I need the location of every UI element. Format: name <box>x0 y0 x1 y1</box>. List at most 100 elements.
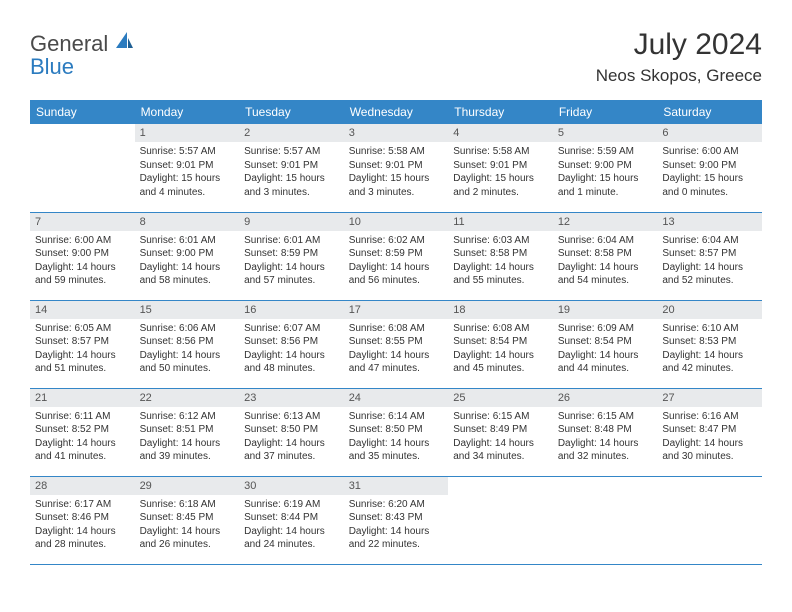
calendar-cell: 24Sunrise: 6:14 AMSunset: 8:50 PMDayligh… <box>344 388 449 476</box>
sunset: Sunset: 9:00 PM <box>140 247 235 261</box>
sunrise: Sunrise: 6:15 AM <box>558 410 653 424</box>
calendar-cell <box>657 476 762 564</box>
sunset: Sunset: 8:45 PM <box>140 511 235 525</box>
day-number: 17 <box>344 301 449 319</box>
weekday-header: Thursday <box>448 100 553 124</box>
sunset: Sunset: 8:57 PM <box>35 335 130 349</box>
day-number: 5 <box>553 124 658 142</box>
weekday-header: Sunday <box>30 100 135 124</box>
day-body: Sunrise: 6:14 AMSunset: 8:50 PMDaylight:… <box>344 407 449 467</box>
calendar-cell: 4Sunrise: 5:58 AMSunset: 9:01 PMDaylight… <box>448 124 553 212</box>
calendar-cell: 11Sunrise: 6:03 AMSunset: 8:58 PMDayligh… <box>448 212 553 300</box>
daylight: Daylight: 15 hours and 1 minute. <box>558 172 653 199</box>
day-number: 20 <box>657 301 762 319</box>
location: Neos Skopos, Greece <box>596 66 762 86</box>
calendar-cell: 14Sunrise: 6:05 AMSunset: 8:57 PMDayligh… <box>30 300 135 388</box>
sunrise: Sunrise: 6:08 AM <box>453 322 548 336</box>
sunrise: Sunrise: 5:57 AM <box>140 145 235 159</box>
daylight: Daylight: 14 hours and 48 minutes. <box>244 349 339 376</box>
sunset: Sunset: 9:01 PM <box>349 159 444 173</box>
day-number: 10 <box>344 213 449 231</box>
daylight: Daylight: 15 hours and 3 minutes. <box>244 172 339 199</box>
sunrise: Sunrise: 6:17 AM <box>35 498 130 512</box>
calendar-cell: 18Sunrise: 6:08 AMSunset: 8:54 PMDayligh… <box>448 300 553 388</box>
day-number <box>657 477 762 495</box>
day-body: Sunrise: 6:09 AMSunset: 8:54 PMDaylight:… <box>553 319 658 379</box>
day-number: 2 <box>239 124 344 142</box>
logo-text-block: General Blue <box>30 28 134 79</box>
daylight: Daylight: 14 hours and 55 minutes. <box>453 261 548 288</box>
sunset: Sunset: 8:57 PM <box>662 247 757 261</box>
day-body: Sunrise: 5:58 AMSunset: 9:01 PMDaylight:… <box>344 142 449 202</box>
day-number: 4 <box>448 124 553 142</box>
day-number: 8 <box>135 213 240 231</box>
day-body: Sunrise: 6:01 AMSunset: 9:00 PMDaylight:… <box>135 231 240 291</box>
calendar-cell: 21Sunrise: 6:11 AMSunset: 8:52 PMDayligh… <box>30 388 135 476</box>
sunset: Sunset: 8:44 PM <box>244 511 339 525</box>
sunset: Sunset: 9:01 PM <box>140 159 235 173</box>
daylight: Daylight: 14 hours and 47 minutes. <box>349 349 444 376</box>
sunrise: Sunrise: 6:00 AM <box>35 234 130 248</box>
day-number: 31 <box>344 477 449 495</box>
sunrise: Sunrise: 6:00 AM <box>662 145 757 159</box>
daylight: Daylight: 14 hours and 39 minutes. <box>140 437 235 464</box>
daylight: Daylight: 14 hours and 51 minutes. <box>35 349 130 376</box>
day-number: 7 <box>30 213 135 231</box>
day-number: 18 <box>448 301 553 319</box>
day-body: Sunrise: 6:08 AMSunset: 8:54 PMDaylight:… <box>448 319 553 379</box>
sunset: Sunset: 8:50 PM <box>244 423 339 437</box>
day-number: 14 <box>30 301 135 319</box>
day-body: Sunrise: 6:07 AMSunset: 8:56 PMDaylight:… <box>239 319 344 379</box>
calendar-cell: 13Sunrise: 6:04 AMSunset: 8:57 PMDayligh… <box>657 212 762 300</box>
sunrise: Sunrise: 6:20 AM <box>349 498 444 512</box>
day-number: 28 <box>30 477 135 495</box>
day-number: 16 <box>239 301 344 319</box>
sunrise: Sunrise: 5:58 AM <box>349 145 444 159</box>
sunset: Sunset: 8:49 PM <box>453 423 548 437</box>
day-number: 30 <box>239 477 344 495</box>
daylight: Daylight: 14 hours and 26 minutes. <box>140 525 235 552</box>
daylight: Daylight: 14 hours and 22 minutes. <box>349 525 444 552</box>
day-number: 6 <box>657 124 762 142</box>
sunset: Sunset: 8:53 PM <box>662 335 757 349</box>
calendar-row: 1Sunrise: 5:57 AMSunset: 9:01 PMDaylight… <box>30 124 762 212</box>
calendar-cell: 5Sunrise: 5:59 AMSunset: 9:00 PMDaylight… <box>553 124 658 212</box>
day-number: 11 <box>448 213 553 231</box>
calendar-page: General Blue July 2024 Neos Skopos, Gree… <box>0 0 792 585</box>
daylight: Daylight: 14 hours and 54 minutes. <box>558 261 653 288</box>
day-number: 3 <box>344 124 449 142</box>
sunrise: Sunrise: 6:07 AM <box>244 322 339 336</box>
day-body: Sunrise: 6:01 AMSunset: 8:59 PMDaylight:… <box>239 231 344 291</box>
calendar-cell: 15Sunrise: 6:06 AMSunset: 8:56 PMDayligh… <box>135 300 240 388</box>
sunset: Sunset: 8:54 PM <box>453 335 548 349</box>
calendar-cell: 19Sunrise: 6:09 AMSunset: 8:54 PMDayligh… <box>553 300 658 388</box>
calendar-cell: 22Sunrise: 6:12 AMSunset: 8:51 PMDayligh… <box>135 388 240 476</box>
sunrise: Sunrise: 6:01 AM <box>140 234 235 248</box>
daylight: Daylight: 14 hours and 58 minutes. <box>140 261 235 288</box>
day-number: 23 <box>239 389 344 407</box>
daylight: Daylight: 14 hours and 42 minutes. <box>662 349 757 376</box>
daylight: Daylight: 15 hours and 3 minutes. <box>349 172 444 199</box>
day-number: 1 <box>135 124 240 142</box>
sunrise: Sunrise: 6:11 AM <box>35 410 130 424</box>
calendar-cell: 3Sunrise: 5:58 AMSunset: 9:01 PMDaylight… <box>344 124 449 212</box>
calendar-cell: 23Sunrise: 6:13 AMSunset: 8:50 PMDayligh… <box>239 388 344 476</box>
weekday-header: Friday <box>553 100 658 124</box>
daylight: Daylight: 14 hours and 44 minutes. <box>558 349 653 376</box>
daylight: Daylight: 14 hours and 24 minutes. <box>244 525 339 552</box>
day-body: Sunrise: 6:05 AMSunset: 8:57 PMDaylight:… <box>30 319 135 379</box>
sunset: Sunset: 8:50 PM <box>349 423 444 437</box>
sunrise: Sunrise: 6:19 AM <box>244 498 339 512</box>
day-number: 24 <box>344 389 449 407</box>
sunset: Sunset: 9:00 PM <box>558 159 653 173</box>
day-body: Sunrise: 6:03 AMSunset: 8:58 PMDaylight:… <box>448 231 553 291</box>
sunrise: Sunrise: 6:18 AM <box>140 498 235 512</box>
calendar-cell: 6Sunrise: 6:00 AMSunset: 9:00 PMDaylight… <box>657 124 762 212</box>
daylight: Daylight: 14 hours and 28 minutes. <box>35 525 130 552</box>
day-number <box>553 477 658 495</box>
sunrise: Sunrise: 6:03 AM <box>453 234 548 248</box>
daylight: Daylight: 14 hours and 34 minutes. <box>453 437 548 464</box>
calendar-cell: 25Sunrise: 6:15 AMSunset: 8:49 PMDayligh… <box>448 388 553 476</box>
daylight: Daylight: 14 hours and 35 minutes. <box>349 437 444 464</box>
calendar-cell: 27Sunrise: 6:16 AMSunset: 8:47 PMDayligh… <box>657 388 762 476</box>
